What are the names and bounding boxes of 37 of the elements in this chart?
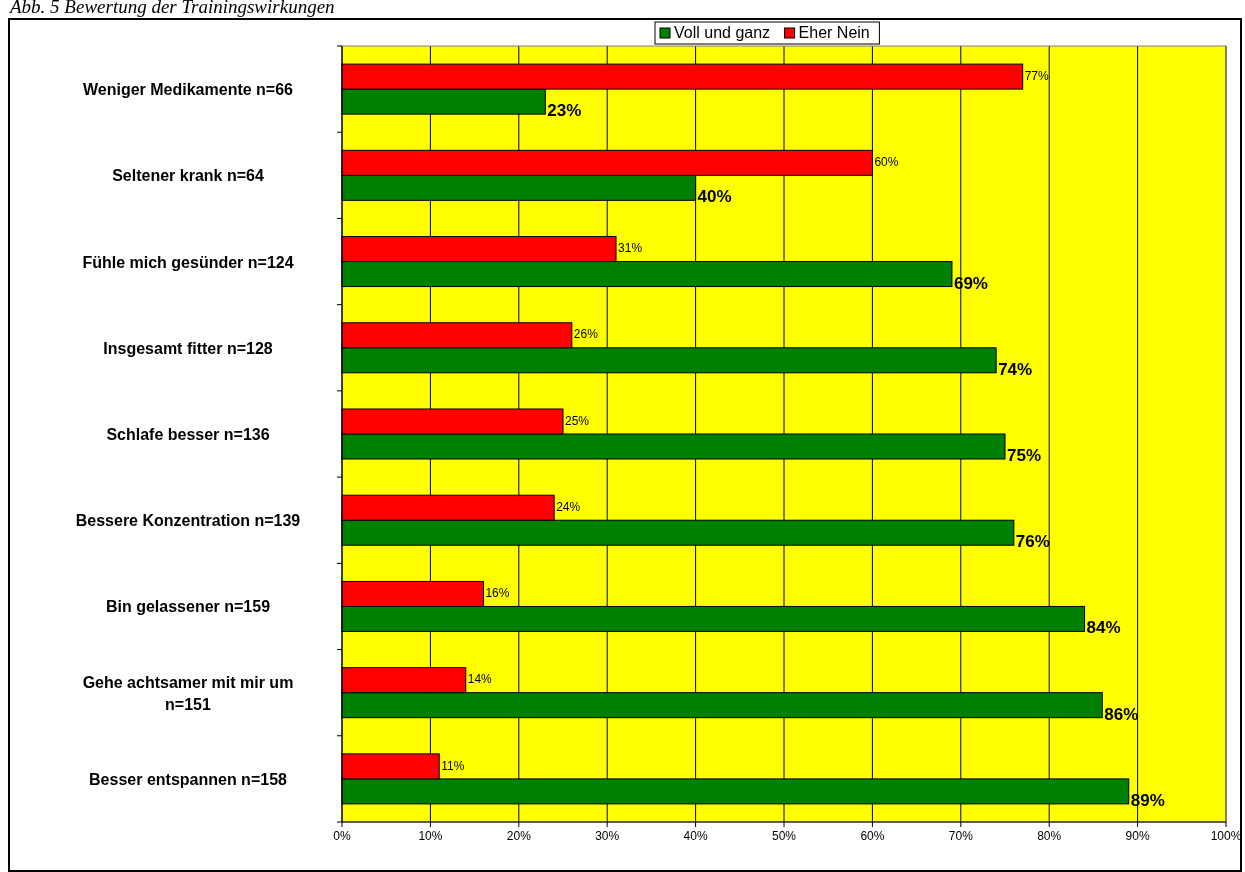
x-tick-label: 20% [506, 829, 532, 843]
x-tick-label: 10% [418, 829, 443, 843]
data-label: 31% [618, 241, 643, 256]
x-tick-label: 50% [771, 829, 797, 843]
x-tick-label: 100% [1210, 829, 1242, 843]
data-label: 16% [485, 586, 510, 601]
data-label: 11% [441, 758, 465, 773]
y-tick-label: Fühle mich gesünder n=124 [82, 253, 294, 271]
data-label: 40% [697, 187, 732, 207]
x-tick-label: 30% [595, 829, 620, 843]
x-tick-label: 0% [333, 829, 351, 843]
data-label: 60% [874, 155, 899, 169]
y-tick-label: Insgesamt fitter n=128 [103, 339, 273, 357]
text: Abb. 5 Bewertung der Trainingswirkungen [8, 0, 335, 17]
x-tick-label: 40% [683, 829, 708, 843]
x-tick-label: 80% [1037, 829, 1062, 843]
legend-label: Eher Nein [798, 24, 870, 41]
data-label: 74% [998, 359, 1033, 379]
y-tick-label: Schlafe besser n=136 [106, 426, 270, 443]
x-tick-label: 60% [860, 829, 885, 843]
x-tick-label: 90% [1125, 829, 1150, 843]
legend-label: Voll und ganz [674, 24, 771, 41]
y-tick-label: Bin gelassener n=159 [105, 598, 271, 616]
data-label: 84% [1086, 618, 1121, 638]
data-label: 25% [565, 413, 590, 428]
y-tick-label: Besser entspannen n=158 [89, 770, 288, 788]
data-label: 26% [573, 327, 599, 342]
x-tick-label: 70% [948, 829, 974, 843]
y-tick-label: Seltener krank n=64 [112, 167, 264, 185]
y-tick-label: Gehe achtsamer mit mir um n=151 [82, 673, 294, 713]
y-tick-label: Bessere Konzentration n=139 [75, 512, 301, 530]
y-tick-label: Weniger Medikamente n=66 [83, 81, 294, 99]
data-label: 14% [467, 672, 493, 687]
data-label: 23% [547, 101, 582, 121]
data-label: 24% [556, 499, 581, 514]
data-label: 75% [1007, 445, 1042, 465]
data-label: 77% [1024, 68, 1050, 83]
